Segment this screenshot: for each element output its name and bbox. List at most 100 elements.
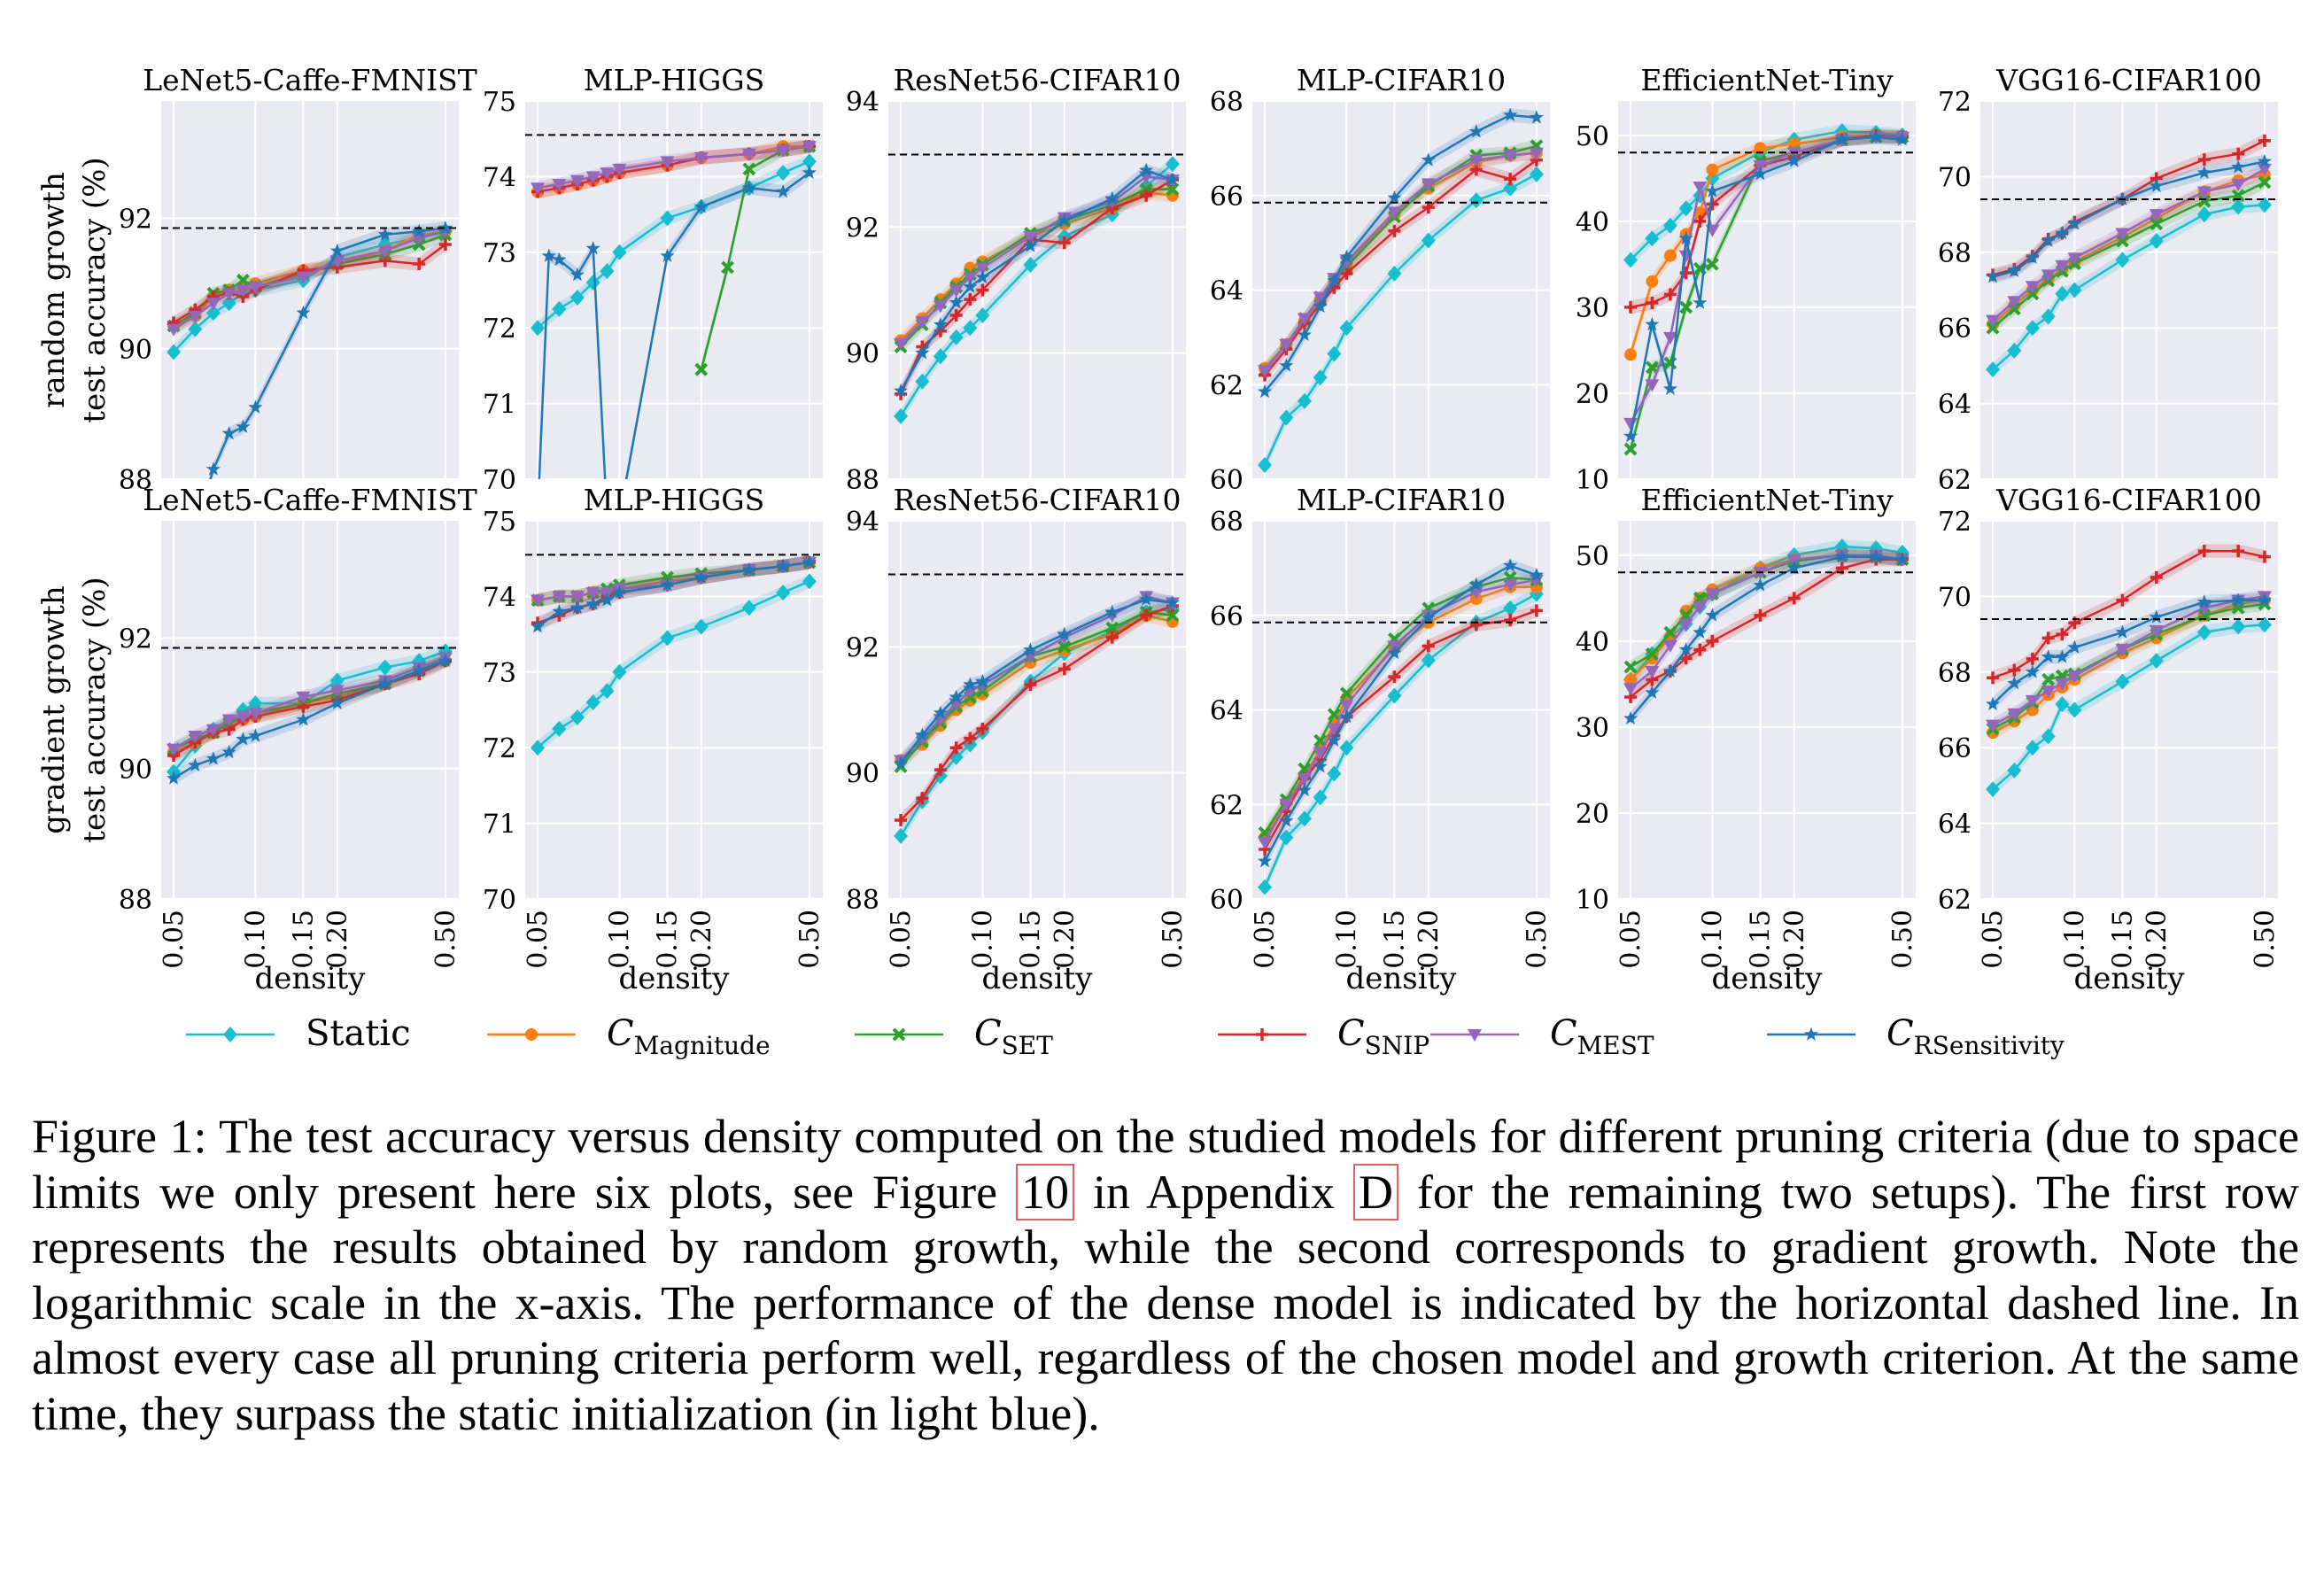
data-point — [1623, 710, 1638, 725]
data-point — [569, 709, 585, 726]
data-point — [1786, 153, 1801, 167]
data-point — [1503, 600, 1518, 616]
subplot-random-resnet56-cifar10: 88 90 92 94 ResNet56-CIFAR10 — [846, 63, 1186, 496]
y-tick-label: 68 — [1210, 507, 1243, 538]
data-point — [964, 732, 977, 745]
data-point — [1986, 696, 2001, 710]
y-tick-label: 68 — [1938, 238, 1972, 269]
y-tick-label: 70 — [483, 885, 516, 916]
x-tick-label: 0.10 — [604, 910, 635, 969]
data-point — [1297, 772, 1312, 786]
appendix-reference-link[interactable]: D — [1352, 1163, 1398, 1220]
y-tick-label: 90 — [846, 759, 879, 790]
data-point — [2115, 624, 2130, 639]
data-point — [1297, 810, 1312, 827]
data-point — [1503, 107, 1518, 121]
data-point — [1279, 409, 1294, 426]
series-group — [1623, 122, 1910, 456]
data-point — [1023, 257, 1038, 274]
data-point — [329, 672, 345, 689]
data-point — [1623, 442, 1638, 456]
data-point — [2150, 217, 2164, 231]
data-point — [660, 248, 675, 262]
data-point — [802, 554, 817, 569]
data-point — [1279, 799, 1294, 812]
data-point — [916, 792, 929, 805]
data-point — [741, 562, 756, 577]
data-point — [1258, 384, 1273, 399]
data-point — [585, 171, 600, 184]
data-point — [221, 744, 236, 759]
data-point — [1705, 588, 1720, 601]
y-tick-label: 90 — [846, 339, 879, 370]
data-point — [2231, 159, 2246, 174]
subplot-title: VGG16-CIFAR100 — [1995, 63, 2262, 97]
data-point — [2055, 260, 2070, 273]
data-point — [963, 272, 978, 285]
data-point — [205, 305, 221, 322]
y-tick-label: 70 — [483, 465, 516, 496]
series-group — [531, 139, 817, 479]
data-point — [660, 156, 675, 169]
y-tick-label: 88 — [846, 465, 879, 496]
plot-background — [888, 101, 1186, 479]
data-point — [296, 712, 311, 726]
data-point — [1705, 183, 1720, 198]
data-point — [949, 308, 963, 322]
data-point — [1258, 365, 1273, 378]
subplot-random-mlp-cifar10: 60 62 64 66 68 MLP-CIFAR10 — [1210, 63, 1550, 496]
data-point — [1624, 673, 1638, 686]
subplot-random-mlp-higgs: 70 71 72 73 74 75 MLP-HIGGS — [483, 63, 823, 496]
data-point — [188, 730, 203, 743]
data-point — [2231, 593, 2246, 607]
y-tick-label: 88 — [119, 465, 152, 496]
figure-reference-link[interactable]: 10 — [1016, 1163, 1075, 1220]
data-point — [776, 144, 791, 158]
confidence-band — [208, 221, 445, 479]
legend-item: Static — [186, 1013, 411, 1054]
data-point — [1024, 678, 1037, 692]
data-point — [975, 269, 990, 284]
x-tick-label: 0.20 — [1050, 910, 1081, 969]
x-tick-label: 0.50 — [1522, 910, 1553, 969]
data-point — [223, 1027, 237, 1042]
data-point — [1327, 732, 1342, 748]
x-tick-label: 0.15 — [1745, 910, 1776, 969]
series-group — [167, 221, 453, 479]
data-point — [205, 298, 221, 311]
data-point — [1693, 182, 1708, 195]
confidence-band — [901, 599, 1173, 827]
data-point — [2025, 664, 2040, 678]
data-point — [2067, 670, 2082, 684]
data-point — [248, 281, 263, 294]
data-point — [1140, 189, 1153, 202]
data-point — [612, 244, 627, 260]
data-point — [2257, 153, 2272, 168]
data-point — [569, 600, 585, 615]
x-axis-label: density — [619, 961, 731, 996]
confidence-band — [174, 654, 445, 759]
data-point — [2041, 686, 2056, 699]
data-point — [167, 323, 182, 337]
data-point — [1387, 190, 1402, 205]
data-point — [377, 676, 392, 690]
legend-label: CSET — [974, 1013, 1053, 1060]
data-point — [2067, 639, 2082, 654]
data-point — [296, 691, 311, 704]
data-point — [802, 141, 817, 154]
caption-text-3: for the remaining two setups). The first… — [32, 1165, 2299, 1440]
data-point — [1529, 110, 1544, 124]
data-point — [1421, 232, 1436, 249]
data-point — [2007, 263, 2022, 277]
data-point — [1503, 579, 1518, 593]
data-point — [2055, 225, 2070, 240]
data-point — [1105, 621, 1119, 635]
data-point — [1705, 257, 1719, 271]
data-point — [1894, 552, 1910, 566]
data-point — [802, 573, 817, 590]
data-point — [2067, 701, 2082, 718]
y-tick-label: 68 — [1210, 87, 1243, 118]
legend-item: CSET — [855, 1013, 1053, 1060]
data-point — [1693, 643, 1707, 656]
series-group — [531, 554, 817, 756]
